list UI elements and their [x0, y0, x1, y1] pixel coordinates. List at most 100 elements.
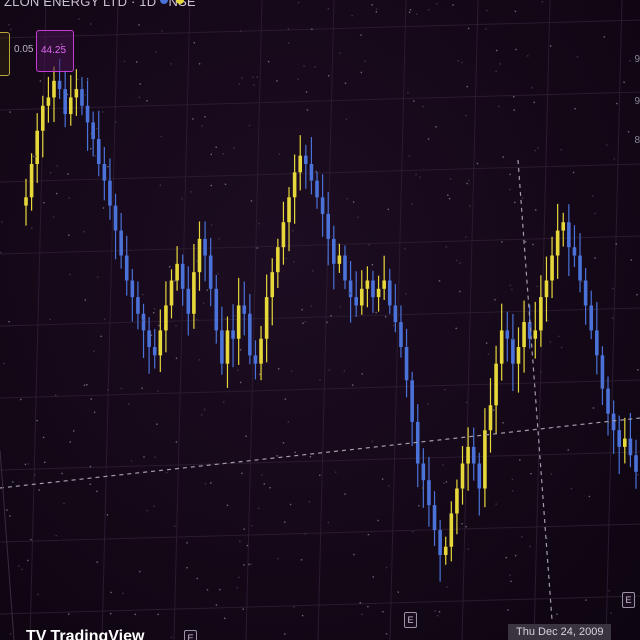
candle-body: [432, 505, 437, 531]
candle-body: [35, 130, 39, 164]
candle-body: [102, 164, 107, 181]
candle-body: [80, 89, 84, 106]
earnings-event-marker[interactable]: E: [184, 630, 197, 640]
candle-body: [68, 97, 73, 115]
candle-body: [421, 463, 426, 481]
candle-body: [315, 180, 319, 198]
candle-body: [623, 438, 627, 447]
grid-horizontal-line: [0, 91, 640, 111]
candle-body: [600, 355, 605, 389]
candle-body: [427, 480, 431, 506]
candle-body: [533, 330, 538, 339]
candle-body: [192, 272, 196, 314]
candle-body: [572, 247, 577, 256]
candle-body: [298, 155, 303, 173]
candle-body: [136, 297, 140, 314]
grid-vertical-line: [317, 0, 335, 640]
tradingview-logo[interactable]: TV TradingView: [26, 628, 144, 640]
candle-body: [539, 297, 543, 331]
candle-body: [130, 280, 135, 298]
candle-body: [527, 322, 532, 339]
candle-body: [455, 488, 459, 514]
candle-body: [410, 380, 414, 422]
candle-body: [214, 288, 219, 331]
candle-body: [555, 230, 560, 256]
candle-body: [164, 305, 168, 331]
grid-vertical-line: [461, 0, 479, 640]
candle-body: [449, 513, 454, 547]
candle-body: [404, 347, 409, 381]
candle-body: [460, 463, 465, 489]
candle-body: [387, 280, 392, 306]
candle-body: [46, 97, 51, 106]
candle-body: [270, 272, 275, 298]
candle-body: [499, 330, 504, 364]
crosshair-vertical-line: [517, 159, 553, 621]
candle-body: [477, 463, 482, 489]
candle-body: [124, 255, 129, 281]
grid-vertical-line: [605, 0, 623, 640]
candle-body: [399, 322, 403, 348]
candle-body: [606, 388, 610, 414]
candle-body: [438, 530, 442, 556]
candle-body: [281, 222, 286, 248]
candle-body: [611, 413, 616, 431]
candle-body: [231, 330, 235, 339]
candle-body: [63, 89, 67, 115]
candle-body: [304, 155, 308, 164]
candle-body: [309, 164, 314, 181]
candle-body: [628, 438, 633, 456]
candle-body: [331, 238, 336, 264]
grid-horizontal-line: [0, 379, 640, 399]
earnings-event-marker[interactable]: E: [622, 592, 635, 608]
candle-body: [393, 305, 398, 323]
candle-body: [488, 405, 493, 431]
grid-vertical-line: [29, 0, 47, 640]
symbol-title[interactable]: ZLON ENERGY LTD · 1D · NSE: [4, 0, 196, 9]
candle-body: [96, 139, 101, 164]
y-axis-tick-label: 8: [634, 135, 640, 146]
candle-body: [248, 313, 252, 356]
candle-body: [578, 255, 582, 281]
candle-body: [264, 297, 269, 339]
candle-body: [511, 338, 515, 364]
candle-body: [343, 255, 347, 281]
candle-body: [141, 313, 146, 331]
tv-logo-mark-icon: TV: [26, 628, 47, 640]
legend-down-dot-icon: [176, 0, 184, 4]
earnings-event-marker[interactable]: E: [404, 612, 417, 628]
candle-body: [348, 280, 353, 298]
candle-body: [359, 288, 364, 306]
candle-body: [287, 197, 291, 223]
candle-body: [483, 430, 487, 489]
candle-body: [415, 421, 420, 464]
grid-vertical-line: [245, 0, 263, 640]
candle-body: [365, 280, 370, 289]
candle-body: [40, 105, 45, 131]
grid-horizontal-line: [0, 595, 640, 615]
candle-body: [544, 280, 549, 298]
candle-body: [466, 446, 470, 464]
legend-up-dot-icon: [160, 0, 168, 4]
y-axis-tick-label: 9: [634, 96, 640, 107]
candle-body: [371, 280, 375, 298]
candle-body: [175, 263, 179, 281]
candle-body: [24, 197, 28, 206]
candle-body: [180, 263, 185, 289]
candle-body: [220, 330, 224, 364]
candle-body: [197, 238, 202, 273]
candle-body: [595, 330, 599, 356]
candle-body: [259, 338, 263, 364]
indicator-value-box[interactable]: 44.25: [36, 30, 74, 72]
grid-horizontal-line: [0, 451, 640, 471]
indicator-pill[interactable]: [0, 32, 10, 76]
candle-body: [236, 305, 241, 339]
candle-body: [186, 288, 191, 314]
candle-body: [158, 330, 163, 356]
candle-body: [589, 305, 594, 331]
candle-body: [119, 230, 123, 256]
candle-body: [57, 80, 62, 90]
candle-body: [382, 280, 386, 289]
